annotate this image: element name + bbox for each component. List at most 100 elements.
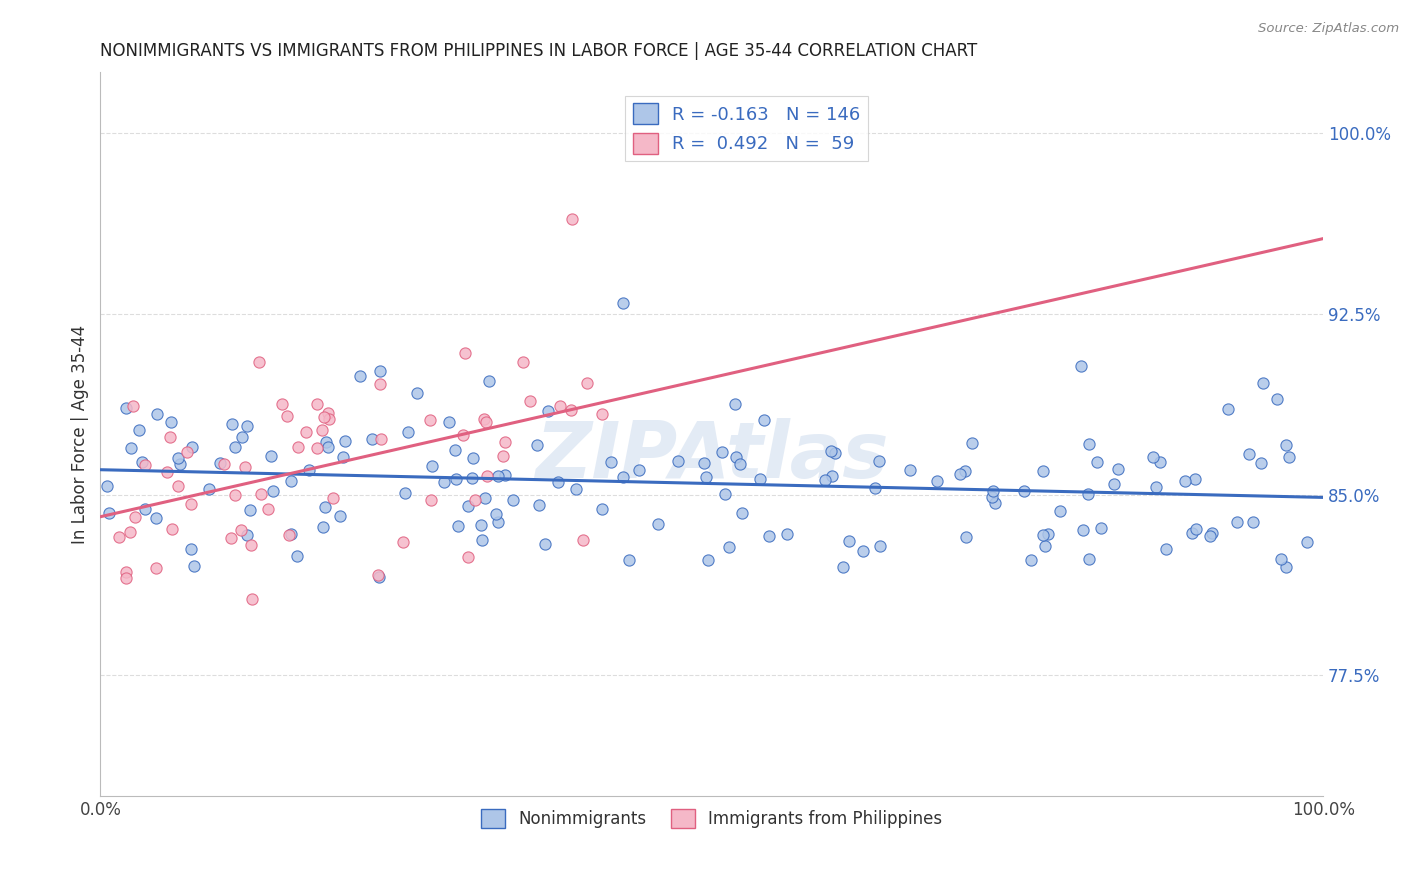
Point bbox=[236, 528, 259, 542]
Point bbox=[114, 566, 136, 580]
Point bbox=[134, 458, 156, 472]
Point bbox=[329, 508, 352, 523]
Point bbox=[486, 469, 509, 483]
Point bbox=[612, 470, 634, 484]
Point bbox=[475, 416, 498, 430]
Point bbox=[1270, 552, 1292, 566]
Text: Source: ZipAtlas.com: Source: ZipAtlas.com bbox=[1258, 22, 1399, 36]
Point bbox=[962, 436, 984, 450]
Point bbox=[370, 432, 392, 446]
Point bbox=[1077, 437, 1099, 451]
Point bbox=[1077, 487, 1099, 501]
Point bbox=[984, 496, 1007, 510]
Point bbox=[1216, 401, 1239, 416]
Legend: Nonimmigrants, Immigrants from Philippines: Nonimmigrants, Immigrants from Philippin… bbox=[475, 802, 949, 835]
Point bbox=[980, 491, 1002, 505]
Point bbox=[280, 527, 302, 541]
Point bbox=[368, 363, 391, 377]
Point bbox=[512, 355, 534, 369]
Point bbox=[714, 486, 737, 500]
Point bbox=[1296, 534, 1319, 549]
Point bbox=[180, 440, 202, 454]
Point bbox=[1278, 450, 1301, 464]
Point bbox=[494, 434, 516, 449]
Point bbox=[1174, 474, 1197, 488]
Point bbox=[122, 399, 145, 413]
Point bbox=[145, 561, 167, 575]
Y-axis label: In Labor Force | Age 35-44: In Labor Force | Age 35-44 bbox=[72, 325, 89, 544]
Point bbox=[1038, 527, 1060, 541]
Point bbox=[748, 472, 770, 486]
Point bbox=[955, 530, 977, 544]
Point bbox=[314, 500, 336, 514]
Point bbox=[725, 450, 748, 465]
Point bbox=[494, 468, 516, 483]
Point bbox=[1275, 560, 1298, 574]
Point bbox=[1090, 521, 1112, 535]
Point bbox=[731, 506, 754, 520]
Point bbox=[277, 527, 299, 541]
Point bbox=[176, 444, 198, 458]
Point bbox=[370, 376, 392, 391]
Point bbox=[257, 501, 280, 516]
Point bbox=[96, 478, 118, 492]
Point bbox=[451, 428, 474, 442]
Point bbox=[484, 508, 506, 522]
Point bbox=[120, 441, 142, 455]
Point bbox=[134, 502, 156, 516]
Point bbox=[949, 467, 972, 481]
Point bbox=[443, 442, 465, 457]
Point bbox=[491, 450, 513, 464]
Point bbox=[239, 538, 262, 552]
Point bbox=[461, 450, 484, 465]
Point bbox=[160, 522, 183, 536]
Point bbox=[262, 484, 284, 499]
Point bbox=[1251, 376, 1274, 390]
Point bbox=[167, 451, 190, 466]
Point bbox=[287, 549, 309, 563]
Point bbox=[1033, 539, 1056, 553]
Point bbox=[1154, 542, 1177, 557]
Point bbox=[612, 295, 634, 310]
Point bbox=[316, 406, 339, 420]
Point bbox=[419, 412, 441, 426]
Point bbox=[693, 456, 716, 470]
Point bbox=[368, 570, 391, 584]
Point bbox=[131, 455, 153, 469]
Point bbox=[457, 549, 479, 564]
Point bbox=[1185, 523, 1208, 537]
Point bbox=[464, 492, 486, 507]
Point bbox=[470, 518, 492, 533]
Point bbox=[145, 511, 167, 525]
Point bbox=[318, 440, 340, 454]
Point bbox=[478, 374, 501, 388]
Point bbox=[180, 497, 202, 511]
Point bbox=[183, 558, 205, 573]
Point bbox=[108, 530, 131, 544]
Point bbox=[160, 415, 183, 429]
Point bbox=[647, 517, 669, 532]
Point bbox=[212, 457, 235, 471]
Point bbox=[247, 355, 270, 369]
Point bbox=[312, 519, 335, 533]
Point bbox=[1032, 528, 1054, 542]
Point bbox=[1184, 472, 1206, 486]
Point bbox=[1102, 476, 1125, 491]
Point bbox=[231, 430, 253, 444]
Point bbox=[547, 475, 569, 489]
Point bbox=[169, 457, 191, 471]
Point bbox=[312, 409, 335, 424]
Point bbox=[1144, 480, 1167, 494]
Point bbox=[420, 493, 443, 508]
Point bbox=[925, 474, 948, 488]
Point bbox=[394, 485, 416, 500]
Point bbox=[1226, 515, 1249, 529]
Point bbox=[159, 429, 181, 443]
Point bbox=[233, 460, 256, 475]
Point bbox=[307, 442, 329, 456]
Point bbox=[560, 403, 582, 417]
Point bbox=[124, 509, 146, 524]
Point bbox=[1032, 464, 1054, 478]
Point bbox=[564, 482, 586, 496]
Point bbox=[472, 412, 495, 426]
